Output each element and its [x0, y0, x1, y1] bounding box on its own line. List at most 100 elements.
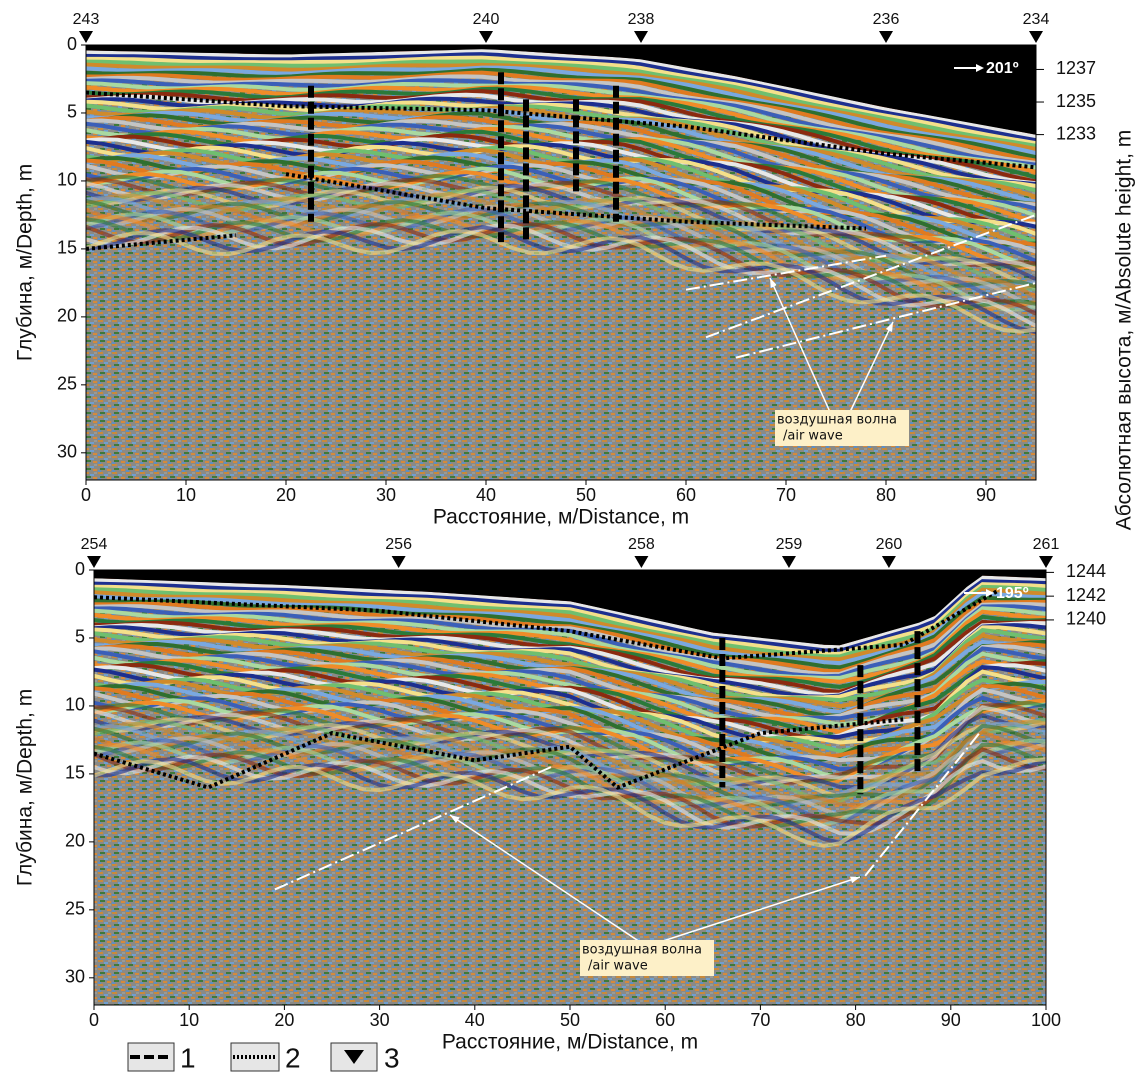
- y2-tick-label: 1244: [1066, 561, 1106, 581]
- air-wave-line: [685, 254, 887, 291]
- reflector: [86, 223, 1036, 328]
- y-tick-label: 30: [57, 442, 77, 462]
- legend-label: 1: [180, 1042, 196, 1073]
- reflector: [94, 756, 1046, 845]
- y-tick-label: 10: [57, 170, 77, 190]
- reflector: [86, 121, 1036, 211]
- reflector: [94, 702, 1046, 785]
- reflector: [94, 579, 1046, 653]
- radargram-image: [86, 45, 1036, 480]
- x-tick-label: 30: [370, 1010, 390, 1030]
- x-tick-label: 90: [941, 1010, 961, 1030]
- station-marker: [479, 31, 493, 43]
- reflector: [94, 604, 1046, 679]
- x-tick-label: 60: [655, 1010, 675, 1030]
- y2-tick-label: 1240: [1066, 609, 1106, 629]
- reflector: [94, 606, 1046, 680]
- y-tick-label: 0: [75, 559, 85, 579]
- station-marker: [781, 556, 796, 568]
- annotation: /air wave: [588, 959, 648, 974]
- y-tick-label: 20: [65, 831, 85, 851]
- air-region: [86, 45, 1036, 135]
- reflector: [94, 740, 1046, 828]
- arrow: [769, 277, 831, 413]
- station-label: 243: [73, 11, 100, 28]
- station-marker: [79, 31, 93, 43]
- y-tick-label: 20: [57, 306, 77, 326]
- arrow: [449, 814, 641, 943]
- air-region: [94, 570, 1046, 646]
- reflector: [94, 757, 1046, 848]
- reflector: [86, 81, 1036, 170]
- reflector: [86, 164, 1036, 263]
- reflector: [86, 55, 1036, 146]
- y-tick-label: 5: [75, 627, 85, 647]
- x-tick-label: 10: [179, 1010, 199, 1030]
- air-wave-line: [705, 213, 1036, 339]
- x-tick-label: 50: [560, 1010, 580, 1030]
- station-label: 234: [1023, 11, 1050, 28]
- x-axis-label: Расстояние, м/Distance, m: [442, 1031, 698, 1054]
- station-marker: [1029, 31, 1043, 43]
- station-label: 259: [776, 536, 803, 553]
- y2-tick-label: 1242: [1066, 585, 1106, 605]
- reflector: [94, 644, 1046, 721]
- x-tick-label: 40: [476, 485, 496, 505]
- reflector: [94, 591, 1046, 666]
- reflector: [86, 103, 1036, 193]
- legend-label: 3: [384, 1042, 400, 1073]
- station-marker: [634, 31, 648, 43]
- reflector: [94, 628, 1046, 703]
- reflector: [86, 62, 1036, 151]
- reflector: [86, 144, 1036, 236]
- plot-frame: [85, 44, 1037, 481]
- arrow-head: [850, 876, 860, 884]
- reflector: [94, 663, 1046, 742]
- x-tick-label: 90: [976, 485, 996, 505]
- reflector: [86, 86, 1036, 180]
- reflector: [86, 118, 1036, 207]
- y2-tick-label: 1237: [1056, 58, 1096, 78]
- reflector: [86, 158, 1036, 247]
- station-marker: [879, 31, 893, 43]
- reflector: [94, 719, 1046, 805]
- x-tick-label: 80: [876, 485, 896, 505]
- station-label: 261: [1033, 536, 1060, 553]
- reflector: [94, 609, 1046, 684]
- y-axis-label: Глубина, м/Depth, m: [14, 689, 37, 886]
- air-wave-line: [274, 766, 552, 891]
- station-label: 260: [876, 536, 903, 553]
- x-tick-label: 70: [750, 1010, 770, 1030]
- direction-label: 201º: [986, 60, 1019, 77]
- x-tick-label: 40: [465, 1010, 485, 1030]
- reflector: [94, 684, 1046, 764]
- arrow-head: [770, 278, 777, 288]
- annotation-box: [775, 410, 909, 446]
- station-label: 256: [385, 536, 412, 553]
- x-tick-label: 80: [846, 1010, 866, 1030]
- station-marker: [391, 556, 406, 568]
- reflector: [94, 575, 1046, 650]
- direction-label: 195º: [996, 585, 1029, 602]
- y-tick-label: 30: [65, 967, 85, 987]
- annotation-box: [580, 940, 714, 976]
- reflector: [86, 183, 1036, 282]
- station-marker: [1039, 556, 1053, 568]
- direction-arrow-head: [986, 589, 994, 597]
- x-tick-label: 50: [576, 485, 596, 505]
- y-tick-label: 0: [67, 34, 77, 54]
- legend-label: 2: [285, 1042, 301, 1073]
- x-tick-label: 30: [376, 485, 396, 505]
- x-tick-label: 100: [1031, 1010, 1061, 1030]
- x-tick-label: 20: [274, 1010, 294, 1030]
- x-tick-label: 10: [176, 485, 196, 505]
- reflector: [86, 52, 1036, 143]
- y-tick-label: 25: [65, 899, 85, 919]
- arrow-head: [450, 815, 460, 824]
- y-tick-label: 5: [67, 102, 77, 122]
- y2-tick-label: 1233: [1056, 123, 1096, 143]
- annotation: воздушная волна: [777, 413, 897, 428]
- annotation: /air wave: [783, 429, 843, 444]
